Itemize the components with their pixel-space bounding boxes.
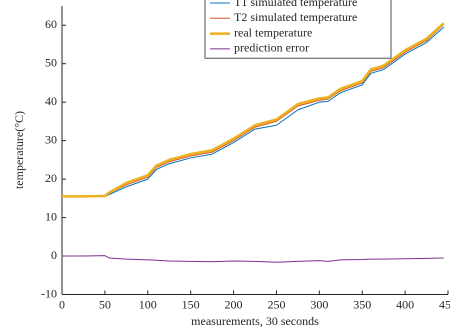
- series-line: [62, 22, 445, 198]
- x-tick-label: 350: [353, 297, 371, 311]
- x-tick-label: 450: [439, 297, 450, 311]
- y-tick-label: -10: [41, 286, 57, 300]
- legend-label: T2 simulated temperature: [234, 10, 357, 24]
- legend-label: T1 simulated temperature: [234, 0, 357, 9]
- series-line: [62, 24, 445, 197]
- y-tick-label: 0: [51, 248, 57, 262]
- y-tick-label: 60: [45, 17, 57, 31]
- series-line: [62, 26, 445, 197]
- legend-label: real temperature: [234, 25, 312, 39]
- legend-box: [204, 0, 392, 59]
- x-tick-label: 200: [225, 297, 243, 311]
- legend-label: prediction error: [234, 41, 309, 55]
- x-tick-label: 0: [59, 297, 65, 311]
- x-tick-label: 250: [267, 297, 285, 311]
- y-axis-label: temperature(°C): [12, 111, 26, 189]
- y-tick-label: 20: [45, 171, 57, 185]
- series-line: [62, 255, 444, 263]
- x-axis-label: measurements, 30 seconds: [191, 314, 319, 328]
- x-tick-label: 150: [182, 297, 200, 311]
- y-tick-label: 10: [45, 209, 57, 223]
- y-tick-label: 30: [45, 132, 57, 146]
- y-tick-label: 40: [45, 94, 57, 108]
- x-tick-label: 50: [99, 297, 111, 311]
- x-tick-label: 300: [310, 297, 328, 311]
- x-tick-label: 100: [139, 297, 157, 311]
- x-tick-label: 400: [396, 297, 414, 311]
- y-tick-label: 50: [45, 55, 57, 69]
